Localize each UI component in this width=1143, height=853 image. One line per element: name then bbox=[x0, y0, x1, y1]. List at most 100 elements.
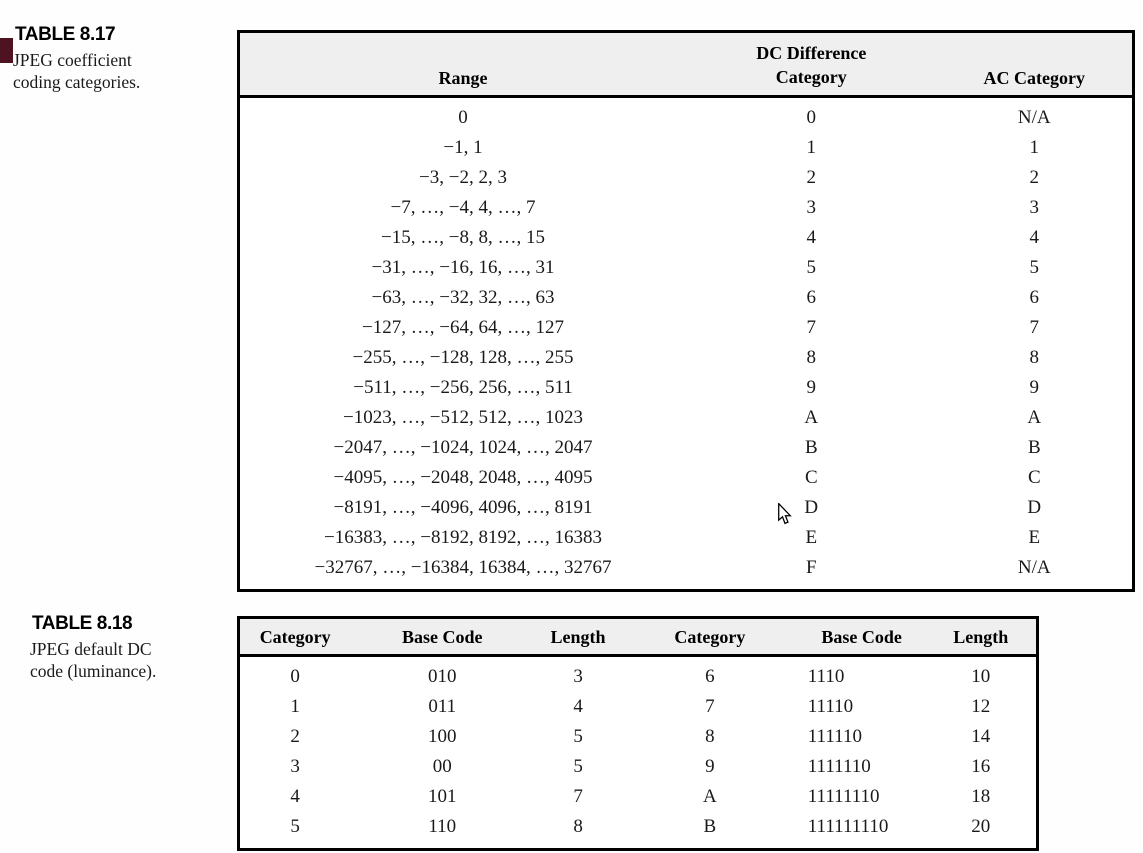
table-row: 0 010 3 6 1110 10 bbox=[239, 656, 1038, 693]
table-row: 5 110 8 B 111111110 20 bbox=[239, 812, 1038, 850]
range-cell: −32767, …, −16384, 16384, …, 32767 bbox=[314, 557, 612, 578]
base-code-cell: 11111110 bbox=[807, 786, 880, 807]
caption-line: JPEG coefficient bbox=[13, 50, 132, 70]
ac-category-cell: C bbox=[1027, 467, 1041, 488]
table-row: −255, …, −128, 128, …, 255 8 8 bbox=[239, 343, 1134, 373]
range-cell: −8191, …, −4096, 4096, …, 8191 bbox=[333, 497, 593, 518]
table-row: −7, …, −4, 4, …, 7 3 3 bbox=[239, 193, 1134, 223]
table-row: −3, −2, 2, 3 2 2 bbox=[239, 163, 1134, 193]
range-cell: −15, …, −8, 8, …, 15 bbox=[381, 227, 545, 248]
category-cell: 8 bbox=[705, 726, 715, 747]
caption-line: JPEG default DC bbox=[30, 639, 152, 659]
ac-category-cell: 2 bbox=[1029, 167, 1040, 188]
table-row: −4095, …, −2048, 2048, …, 4095 C C bbox=[239, 463, 1134, 493]
caption-title: TABLE 8.18 bbox=[32, 613, 133, 634]
dc-category-cell: C bbox=[804, 467, 818, 488]
base-code-cell: 1111110 bbox=[807, 756, 871, 777]
category-cell: A bbox=[703, 786, 717, 807]
length-cell: 12 bbox=[971, 696, 991, 717]
range-cell: −63, …, −32, 32, …, 63 bbox=[371, 287, 555, 308]
dc-category-cell: F bbox=[806, 557, 817, 578]
dc-category-cell: 3 bbox=[806, 197, 817, 218]
table-row: −1, 1 1 1 bbox=[239, 133, 1134, 163]
section-marker bbox=[0, 38, 13, 63]
base-code-cell: 00 bbox=[432, 756, 452, 777]
caption-line: code (luminance). bbox=[30, 661, 157, 681]
ac-category-cell: E bbox=[1028, 527, 1041, 548]
base-code-cell: 011 bbox=[428, 696, 457, 717]
table-row: −511, …, −256, 256, …, 511 9 9 bbox=[239, 373, 1134, 403]
ac-category-cell: B bbox=[1027, 437, 1041, 458]
base-code-cell: 1110 bbox=[807, 666, 845, 687]
dc-category-cell: D bbox=[804, 497, 819, 518]
table-row: 1 011 4 7 11110 12 bbox=[239, 692, 1038, 722]
length-cell: 4 bbox=[573, 696, 583, 717]
table-row: −2047, …, −1024, 1024, …, 2047 B B bbox=[239, 433, 1134, 463]
mouse-cursor-icon bbox=[778, 503, 792, 525]
length-cell: 14 bbox=[971, 726, 991, 747]
length-column-header: Length bbox=[534, 617, 622, 657]
category-cell: 7 bbox=[705, 696, 715, 717]
ac-category-cell: 6 bbox=[1029, 287, 1040, 308]
table-row: −1023, …, −512, 512, …, 1023 A A bbox=[239, 403, 1134, 433]
table-row: 3 00 5 9 1111110 16 bbox=[239, 752, 1038, 782]
table-row: −32767, …, −16384, 16384, …, 32767 F N/A bbox=[239, 553, 1134, 591]
ac-category-column-header: AC Category bbox=[936, 31, 1134, 98]
category-column-header: Category bbox=[622, 617, 798, 657]
ac-category-cell: 3 bbox=[1029, 197, 1040, 218]
category-cell: 0 bbox=[290, 666, 300, 687]
ac-category-cell: 4 bbox=[1029, 227, 1040, 248]
dc-category-cell: 5 bbox=[806, 257, 817, 278]
table-row: −15, …, −8, 8, …, 15 4 4 bbox=[239, 223, 1134, 253]
category-cell: 9 bbox=[705, 756, 715, 777]
table-8-17-caption: TABLE 8.17 JPEG coefficient coding categ… bbox=[13, 24, 238, 93]
base-code-cell: 111111110 bbox=[807, 816, 889, 837]
base-code-cell: 11110 bbox=[807, 696, 854, 717]
table-row: 0 0 N/A bbox=[239, 97, 1134, 134]
dc-category-cell: 9 bbox=[806, 377, 817, 398]
table-row: 2 100 5 8 111110 14 bbox=[239, 722, 1038, 752]
category-cell: 4 bbox=[290, 786, 300, 807]
jpeg-coefficient-categories-table: Range DC Difference Category AC Category… bbox=[237, 30, 1135, 592]
jpeg-default-dc-code-table: Category Base Code Length Category Base … bbox=[237, 616, 1039, 851]
header-line: DC Difference bbox=[756, 43, 867, 63]
length-cell: 3 bbox=[573, 666, 583, 687]
base-code-cell: 111110 bbox=[807, 726, 862, 747]
header-row: Category Base Code Length Category Base … bbox=[238, 617, 1038, 657]
dc-category-cell: B bbox=[804, 437, 818, 458]
table-8-18-caption: TABLE 8.18 JPEG default DC code (luminan… bbox=[30, 613, 255, 682]
base-code-cell: 100 bbox=[427, 726, 457, 747]
length-cell: 7 bbox=[573, 786, 583, 807]
category-cell: 6 bbox=[705, 666, 715, 687]
header-line: Category bbox=[775, 67, 847, 87]
length-cell: 8 bbox=[573, 816, 583, 837]
length-cell: 18 bbox=[971, 786, 991, 807]
header-row: Range DC Difference Category AC Category bbox=[238, 31, 1134, 98]
dc-category-cell: 6 bbox=[806, 287, 817, 308]
category-cell: 1 bbox=[290, 696, 300, 717]
range-column-header: Range bbox=[238, 31, 686, 98]
base-code-column-header: Base Code bbox=[350, 617, 535, 657]
range-cell: −1, 1 bbox=[443, 137, 483, 158]
ac-category-cell: A bbox=[1027, 407, 1042, 428]
length-cell: 16 bbox=[971, 756, 991, 777]
length-cell: 5 bbox=[573, 756, 583, 777]
length-column-header: Length bbox=[925, 617, 1038, 657]
length-cell: 10 bbox=[971, 666, 991, 687]
dc-category-cell: 0 bbox=[806, 107, 817, 128]
caption-line: coding categories. bbox=[13, 72, 141, 92]
dc-difference-category-column-header: DC Difference Category bbox=[686, 31, 937, 98]
base-code-cell: 101 bbox=[427, 786, 457, 807]
range-cell: −1023, …, −512, 512, …, 1023 bbox=[343, 407, 583, 428]
table-row: −31, …, −16, 16, …, 31 5 5 bbox=[239, 253, 1134, 283]
caption-title: TABLE 8.17 bbox=[15, 24, 116, 45]
ac-category-cell: N/A bbox=[1017, 107, 1051, 128]
range-cell: −4095, …, −2048, 2048, …, 4095 bbox=[333, 467, 593, 488]
dc-category-cell: A bbox=[804, 407, 819, 428]
table-row: −127, …, −64, 64, …, 127 7 7 bbox=[239, 313, 1134, 343]
category-cell: 2 bbox=[290, 726, 300, 747]
length-cell: 5 bbox=[573, 726, 583, 747]
dc-category-cell: 8 bbox=[806, 347, 817, 368]
dc-category-cell: 1 bbox=[806, 137, 817, 158]
